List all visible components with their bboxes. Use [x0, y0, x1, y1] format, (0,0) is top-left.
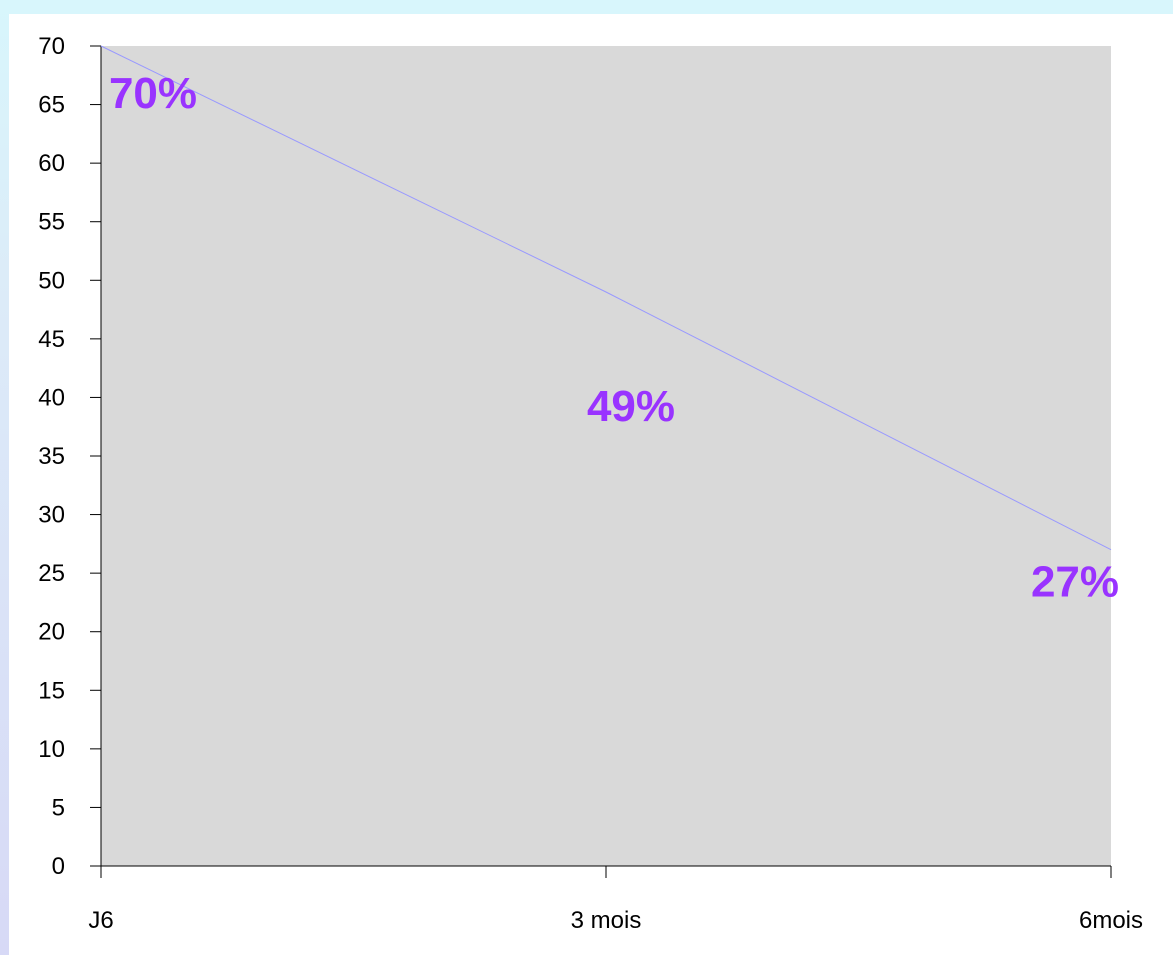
- y-tick-label: 30: [38, 502, 65, 529]
- y-tick-label: 5: [52, 794, 65, 821]
- x-tick-label: J6: [88, 907, 113, 934]
- y-tick-label: 45: [38, 326, 65, 353]
- series-layer: [100, 45, 1112, 551]
- data-label: 27%: [1031, 558, 1119, 607]
- x-tick-label: 6mois: [1079, 907, 1143, 934]
- y-tick-label: 50: [38, 267, 65, 294]
- y-tick-label: 65: [38, 92, 65, 119]
- y-tick-label: 70: [38, 33, 65, 60]
- y-tick-label: 40: [38, 384, 65, 411]
- y-tick-label: 10: [38, 736, 65, 763]
- y-tick-label: 55: [38, 209, 65, 236]
- data-labels: 70% 49% 27%: [109, 69, 1119, 607]
- y-tick-label: 25: [38, 560, 65, 587]
- x-axis-ticks: J6 3 mois 6mois: [88, 866, 1143, 934]
- y-tick-label: 35: [38, 443, 65, 470]
- y-tick-label: 20: [38, 619, 65, 646]
- series-line: [100, 45, 1112, 551]
- y-axis-ticks: 0 5 10 15 20 25 30 35 40 45 50 55 60 65 70: [38, 33, 101, 880]
- data-label: 70%: [109, 69, 197, 118]
- y-tick-label: 0: [52, 853, 65, 880]
- data-label: 49%: [587, 382, 675, 431]
- y-tick-label: 60: [38, 150, 65, 177]
- y-tick-label: 15: [38, 677, 65, 704]
- x-tick-label: 3 mois: [571, 907, 642, 934]
- plot-area: [101, 46, 1111, 866]
